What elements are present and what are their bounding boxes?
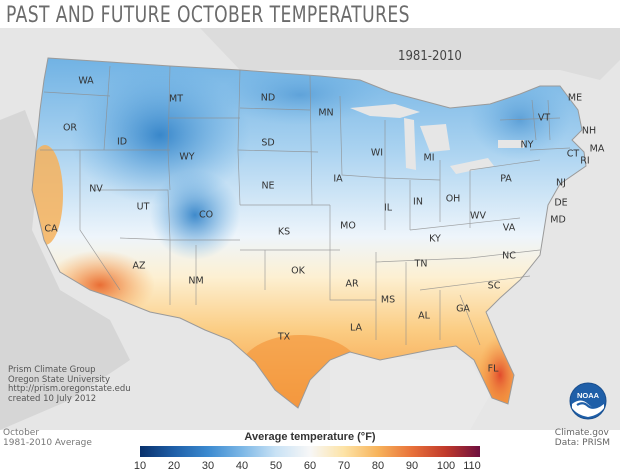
state-label-mi: MI bbox=[423, 152, 435, 164]
legend-tick: 20 bbox=[167, 460, 181, 472]
state-label-in: IN bbox=[413, 196, 423, 208]
state-label-mo: MO bbox=[340, 220, 356, 232]
state-label-me: ME bbox=[567, 92, 583, 104]
legend-tick: 60 bbox=[303, 460, 317, 472]
legend-tick: 70 bbox=[337, 460, 351, 472]
state-label-ar: AR bbox=[345, 278, 359, 290]
month-caption: October 1981-2010 Average bbox=[3, 428, 92, 448]
state-label-nh: NH bbox=[581, 125, 597, 137]
legend-tick: 90 bbox=[405, 460, 419, 472]
state-label-oh: OH bbox=[445, 193, 461, 205]
state-label-ut: UT bbox=[136, 201, 150, 213]
legend-title: Average temperature (°F) bbox=[244, 431, 376, 443]
period-label: 1981-2010 bbox=[398, 49, 462, 64]
state-label-wy: WY bbox=[179, 151, 195, 163]
state-label-la: LA bbox=[349, 322, 363, 334]
state-label-wa: WA bbox=[78, 75, 94, 87]
state-label-tn: TN bbox=[414, 258, 428, 270]
credit-line-2: Oregon State University bbox=[8, 374, 110, 385]
state-label-fl: FL bbox=[487, 363, 499, 375]
source-caption: Climate.gov Data: PRISM bbox=[555, 428, 610, 448]
map-canvas bbox=[0, 28, 620, 430]
state-label-mt: MT bbox=[169, 93, 183, 105]
state-label-wi: WI bbox=[370, 147, 384, 159]
legend-tick: 10 bbox=[133, 460, 147, 472]
average-period-label: 1981-2010 Average bbox=[3, 438, 92, 448]
state-label-ms: MS bbox=[380, 294, 396, 306]
state-label-ne: NE bbox=[261, 180, 275, 192]
state-label-co: CO bbox=[198, 209, 214, 221]
state-label-ma: MA bbox=[589, 143, 605, 155]
state-label-nv: NV bbox=[89, 183, 103, 195]
state-label-mn: MN bbox=[318, 107, 334, 119]
state-label-ok: OK bbox=[291, 265, 305, 277]
state-label-va: VA bbox=[502, 222, 516, 234]
state-label-nj: NJ bbox=[556, 177, 566, 189]
state-label-ga: GA bbox=[456, 303, 470, 315]
state-label-al: AL bbox=[418, 310, 430, 322]
state-label-sc: SC bbox=[487, 280, 501, 292]
state-label-ia: IA bbox=[333, 173, 343, 185]
legend-tick: 30 bbox=[201, 460, 215, 472]
state-label-pa: PA bbox=[500, 173, 512, 185]
state-label-ri: RI bbox=[580, 155, 590, 167]
state-label-ca: CA bbox=[44, 223, 58, 235]
state-label-il: IL bbox=[383, 202, 393, 214]
state-label-ky: KY bbox=[429, 233, 441, 245]
prism-credits: Prism Climate Group Oregon State Univers… bbox=[8, 365, 131, 404]
state-label-nm: NM bbox=[188, 275, 204, 287]
svg-text:NOAA: NOAA bbox=[577, 391, 600, 400]
state-label-md: MD bbox=[550, 214, 566, 226]
state-label-de: DE bbox=[554, 197, 568, 209]
legend-tick: 40 bbox=[235, 460, 249, 472]
credit-line-3: http://prism.oregonstate.edu bbox=[8, 384, 131, 394]
map-title: PAST AND FUTURE OCTOBER TEMPERATURES bbox=[6, 3, 410, 28]
state-label-wv: WV bbox=[470, 210, 486, 222]
legend-tick: 50 bbox=[269, 460, 283, 472]
state-label-ct: CT bbox=[566, 148, 580, 160]
state-label-id: ID bbox=[116, 136, 128, 148]
state-label-sd: SD bbox=[261, 137, 275, 149]
legend-color-bar bbox=[140, 446, 480, 457]
noaa-logo-icon: NOAA bbox=[569, 382, 607, 420]
legend-tick: 110 bbox=[463, 460, 481, 472]
state-label-nc: NC bbox=[502, 250, 516, 262]
data-source-label: Data: PRISM bbox=[554, 438, 610, 448]
legend-tick: 80 bbox=[371, 460, 385, 472]
state-label-vt: VT bbox=[537, 112, 551, 124]
state-label-az: AZ bbox=[132, 260, 146, 272]
temperature-map bbox=[0, 28, 620, 430]
state-label-ny: NY bbox=[520, 139, 534, 151]
state-label-nd: ND bbox=[260, 92, 276, 104]
site-label: Climate.gov bbox=[554, 428, 609, 438]
state-label-or: OR bbox=[62, 122, 78, 134]
legend-tick: 100 bbox=[436, 460, 456, 472]
state-label-tx: TX bbox=[277, 331, 291, 343]
month-label: October bbox=[3, 428, 40, 438]
state-label-ks: KS bbox=[277, 226, 291, 238]
credit-line-4: created 10 July 2012 bbox=[8, 393, 97, 404]
credit-line-1: Prism Climate Group bbox=[8, 365, 96, 375]
